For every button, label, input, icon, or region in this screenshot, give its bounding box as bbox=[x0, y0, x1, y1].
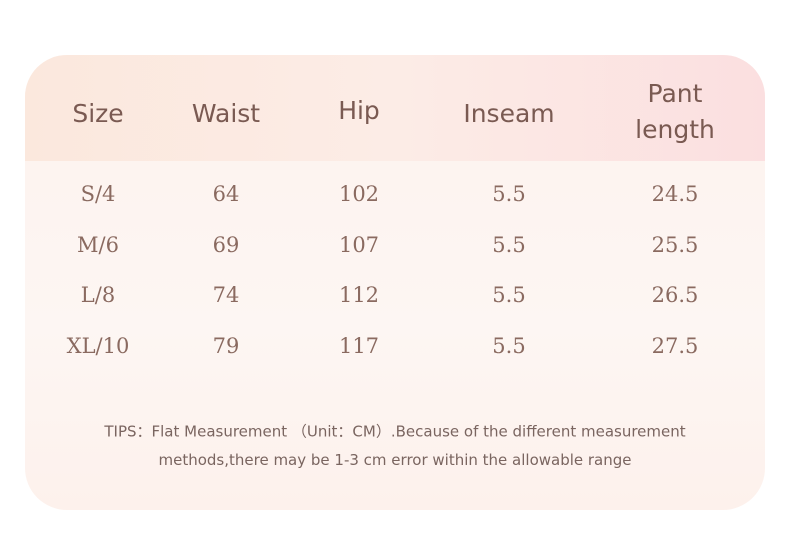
table-cell: 79 bbox=[212, 334, 240, 358]
table-cell: 74 bbox=[212, 283, 240, 307]
table-cell: 25.5 bbox=[651, 233, 699, 257]
table-cell: 5.5 bbox=[492, 182, 526, 206]
tips-text: TIPS：Flat Measurement （Unit：CM）.Because … bbox=[104, 422, 686, 441]
table-cell: L/8 bbox=[80, 283, 116, 307]
table-cell: 5.5 bbox=[492, 283, 526, 307]
column-header: Pant length bbox=[635, 79, 715, 144]
table-cell: 102 bbox=[338, 182, 380, 206]
card bbox=[25, 55, 765, 510]
table-cell: 64 bbox=[212, 182, 240, 206]
column-header: Size bbox=[72, 99, 124, 128]
table-cell: 69 bbox=[212, 233, 240, 257]
table-cell: 5.5 bbox=[492, 233, 526, 257]
table-cell: M/6 bbox=[77, 233, 119, 257]
table-cell: 107 bbox=[338, 233, 380, 257]
header-band bbox=[25, 55, 765, 161]
column-header: Waist bbox=[191, 99, 261, 128]
column-header: Hip bbox=[338, 96, 380, 125]
table-cell: 26.5 bbox=[651, 283, 699, 307]
table-cell: 24.5 bbox=[651, 182, 699, 206]
tips-text: methods,there may be 1-3 cm error within… bbox=[158, 451, 632, 469]
table-cell: 112 bbox=[338, 283, 380, 307]
table-cell: S/4 bbox=[80, 182, 116, 206]
column-header: Inseam bbox=[463, 99, 555, 128]
table-cell: 117 bbox=[338, 334, 380, 358]
table-cell: 27.5 bbox=[651, 334, 699, 358]
table-cell: XL/10 bbox=[66, 334, 130, 358]
table-cell: 5.5 bbox=[492, 334, 526, 358]
